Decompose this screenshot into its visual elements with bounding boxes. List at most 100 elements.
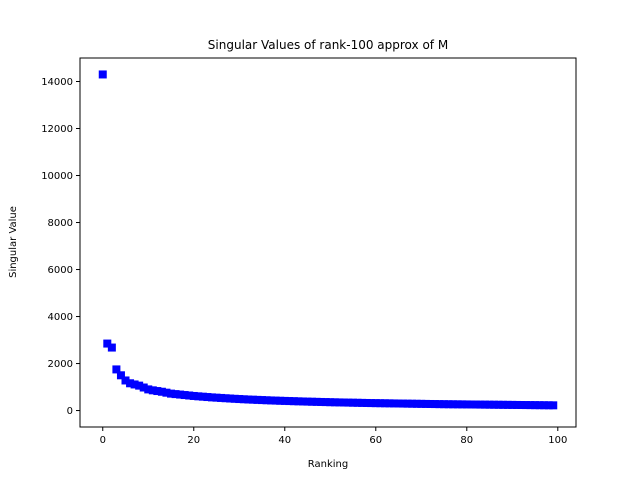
data-point (248, 395, 257, 404)
data-point (380, 399, 389, 408)
data-point (408, 399, 417, 408)
data-point (403, 399, 412, 408)
data-point (130, 380, 139, 389)
data-point (531, 401, 540, 410)
data-point (235, 395, 244, 404)
data-point (144, 385, 153, 394)
x-tick-label: 40 (278, 435, 291, 446)
x-axis-label: Ranking (308, 459, 348, 470)
data-point (394, 399, 403, 408)
data-point (412, 399, 421, 408)
data-point (376, 399, 385, 408)
x-tick-label: 20 (187, 435, 200, 446)
data-point (508, 400, 517, 409)
data-point (476, 400, 485, 409)
data-point (349, 398, 358, 407)
x-tick-label: 60 (369, 435, 382, 446)
data-point (157, 387, 166, 396)
data-point (371, 399, 380, 408)
data-point (430, 400, 439, 409)
data-point (280, 396, 289, 405)
data-point (339, 398, 348, 407)
data-point (544, 401, 553, 410)
data-point (453, 400, 462, 409)
data-point (298, 397, 307, 406)
data-point (185, 391, 194, 400)
data-point (367, 399, 376, 408)
data-point (521, 401, 530, 410)
data-point (294, 397, 303, 406)
y-tick-label: 2000 (48, 359, 73, 370)
data-point (512, 400, 521, 409)
data-point (540, 401, 549, 410)
data-point (471, 400, 480, 409)
x-tick-label: 0 (100, 435, 106, 446)
data-point (226, 394, 235, 403)
data-point (490, 400, 499, 409)
y-tick-label: 10000 (41, 171, 73, 182)
data-point (198, 392, 207, 401)
data-point (321, 398, 330, 407)
y-axis-label: Singular Value (8, 206, 19, 278)
data-point (458, 400, 467, 409)
data-point (162, 388, 171, 397)
data-point (217, 393, 226, 402)
data-point (253, 395, 262, 404)
data-point (503, 400, 512, 409)
data-point (480, 400, 489, 409)
data-point (189, 391, 198, 400)
chart-title: Singular Values of rank-100 approx of M (208, 38, 448, 52)
data-point (317, 397, 326, 406)
y-tick-label: 14000 (41, 77, 73, 88)
data-point (262, 396, 271, 405)
axes-frame (79, 57, 577, 428)
data-point (389, 399, 398, 408)
data-point (449, 400, 458, 409)
data-point (285, 397, 294, 406)
y-tick-label: 4000 (48, 312, 73, 323)
data-point (153, 387, 162, 396)
plot-area (79, 57, 577, 428)
data-point (499, 400, 508, 409)
data-point (440, 400, 449, 409)
data-point (399, 399, 408, 408)
data-point (276, 396, 285, 405)
data-point (335, 398, 344, 407)
data-point (271, 396, 280, 405)
data-point (421, 399, 430, 408)
data-point (308, 397, 317, 406)
y-tick-label: 6000 (48, 265, 73, 276)
data-point (417, 399, 426, 408)
data-point (212, 393, 221, 402)
data-point (435, 400, 444, 409)
data-point (462, 400, 471, 409)
data-point (148, 386, 157, 395)
data-point (176, 390, 185, 399)
data-point (549, 401, 558, 410)
data-point (180, 391, 189, 400)
data-point (485, 400, 494, 409)
data-point (194, 392, 203, 401)
data-point (121, 376, 130, 385)
y-tick-label: 0 (67, 406, 73, 417)
data-point (116, 371, 125, 380)
data-point (526, 401, 535, 410)
data-point (267, 396, 276, 405)
data-point (303, 397, 312, 406)
data-point (258, 396, 267, 405)
data-point (517, 401, 526, 410)
data-point (444, 400, 453, 409)
data-point (353, 398, 362, 407)
data-point (312, 397, 321, 406)
data-point (203, 393, 212, 402)
data-point (103, 339, 112, 348)
data-point (244, 395, 253, 404)
data-point (326, 398, 335, 407)
data-point (230, 394, 239, 403)
data-point (426, 399, 435, 408)
data-point (344, 398, 353, 407)
data-point (358, 398, 367, 407)
x-axis: 0 20 40 60 80 100 (100, 427, 567, 446)
data-point (385, 399, 394, 408)
